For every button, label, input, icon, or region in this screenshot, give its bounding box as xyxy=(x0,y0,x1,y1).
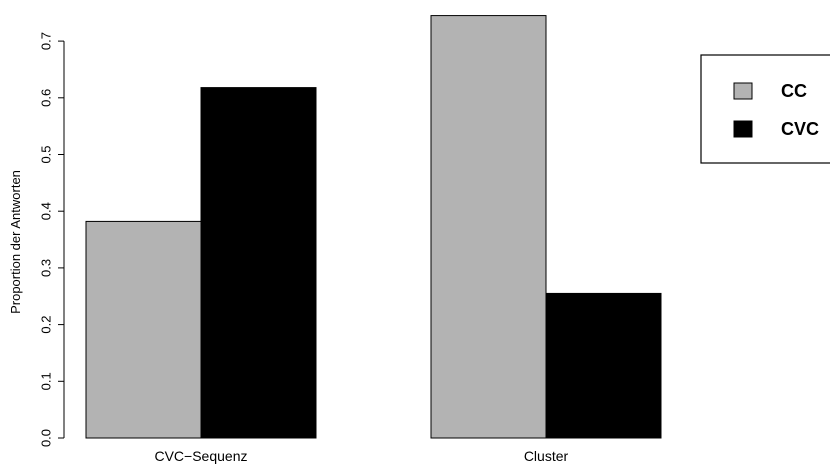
y-tick-label: 0.1 xyxy=(38,372,53,390)
y-axis-label: Proportion der Antworten xyxy=(8,170,23,314)
legend-swatch-cvc xyxy=(733,120,753,138)
bar-cvc-1 xyxy=(200,87,317,439)
y-axis: 0.0 0.1 0.2 0.3 0.4 0.5 0.6 0.7 xyxy=(38,32,65,447)
x-category-label: CVC−Sequenz xyxy=(154,448,247,464)
x-category-label: Cluster xyxy=(524,448,569,464)
y-tick-label: 0.2 xyxy=(38,316,53,334)
legend-label-cc: CC xyxy=(781,81,807,101)
x-axis-labels: CVC−Sequenz Cluster xyxy=(154,448,568,464)
y-tick-label: 0.3 xyxy=(38,259,53,277)
bar-cvc-2 xyxy=(545,292,662,439)
bar-cc-2 xyxy=(430,15,547,439)
bar-cc-1 xyxy=(85,220,202,439)
legend-label-cvc: CVC xyxy=(781,119,819,139)
legend-box xyxy=(700,54,830,164)
legend: CC CVC xyxy=(700,54,830,164)
y-tick-label: 0.7 xyxy=(38,32,53,50)
y-tick-label: 0.6 xyxy=(38,89,53,107)
y-tick-label: 0.5 xyxy=(38,145,53,163)
y-tick-label: 0.4 xyxy=(38,202,53,220)
legend-swatch-cc xyxy=(733,82,753,100)
bars xyxy=(85,15,662,439)
y-tick-label: 0.0 xyxy=(38,429,53,447)
